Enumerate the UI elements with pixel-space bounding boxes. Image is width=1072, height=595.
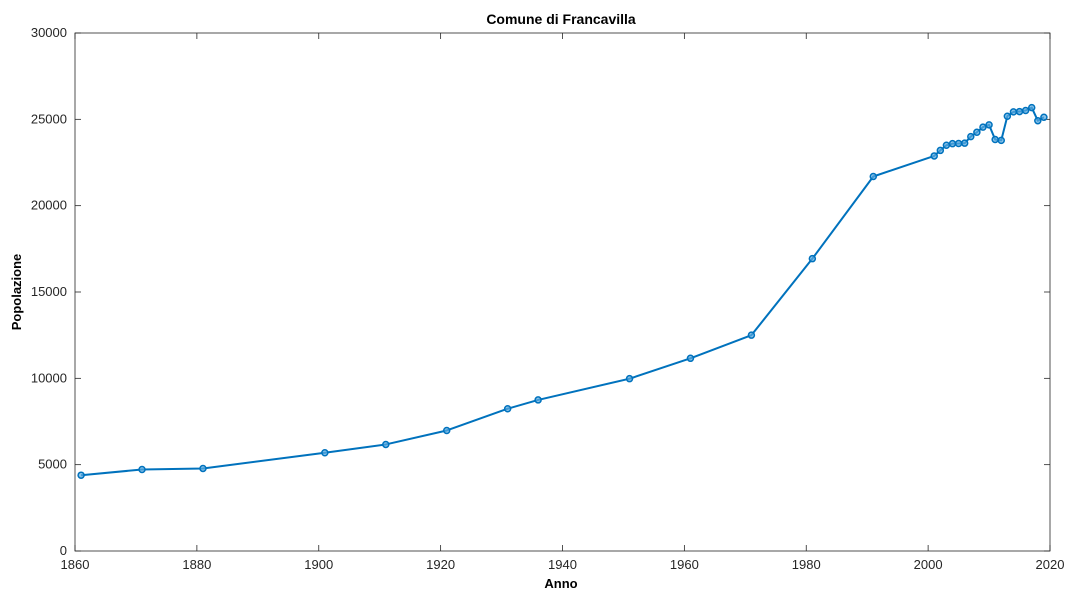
x-tick-label: 1980	[792, 557, 821, 572]
data-point	[954, 139, 963, 148]
data-point	[1003, 112, 1012, 120]
data-point	[997, 136, 1005, 145]
data-point	[930, 152, 938, 160]
y-tick-label: 30000	[31, 25, 67, 40]
data-point	[936, 146, 945, 155]
data-point	[138, 465, 146, 474]
x-tick-label: 1860	[61, 557, 90, 572]
data-point	[960, 139, 969, 147]
data-point	[979, 123, 987, 131]
x-tick-label: 2000	[914, 557, 943, 572]
y-axis-label: Popolazione	[9, 254, 24, 331]
data-point	[503, 404, 512, 413]
data-point	[1021, 106, 1030, 115]
x-tick-label: 2020	[1036, 557, 1065, 572]
y-tick-label: 0	[60, 543, 67, 558]
data-point	[747, 331, 756, 339]
data-point	[1015, 107, 1024, 116]
data-point	[1027, 103, 1036, 112]
y-tick-label: 5000	[38, 457, 67, 472]
data-point	[199, 464, 207, 473]
plot-area: 1860 1880 1900 1920 1940 1960 1980 2000 2020 0 500…	[31, 25, 1065, 572]
data-point	[991, 135, 999, 144]
data-point	[686, 354, 695, 363]
chart-title: Comune di Francavilla	[486, 11, 636, 27]
data-point	[967, 132, 975, 141]
series-line	[80, 106, 1045, 477]
x-tick-label: 1940	[548, 557, 577, 572]
data-point	[382, 440, 390, 449]
y-tick-label: 25000	[31, 111, 67, 126]
data-point	[948, 139, 957, 148]
data-point	[808, 254, 817, 263]
data-point	[1034, 116, 1042, 125]
data-point	[321, 449, 329, 457]
x-tick-label: 1920	[426, 557, 455, 572]
y-tick-label: 20000	[31, 198, 67, 213]
x-axis-label: Anno	[544, 576, 577, 590]
x-tick-label: 1960	[670, 557, 699, 572]
data-point	[985, 121, 993, 129]
data-point	[625, 374, 634, 383]
data-point	[973, 128, 981, 137]
data-point	[942, 141, 951, 149]
data-point	[1009, 108, 1018, 116]
data-point	[1040, 113, 1048, 122]
x-tick-label: 1900	[304, 557, 333, 572]
plot-frame	[74, 32, 1051, 552]
data-point	[77, 471, 85, 479]
x-tick-label: 1880	[182, 557, 211, 572]
y-tick-label: 15000	[31, 284, 67, 299]
data-point	[442, 426, 451, 435]
data-point	[869, 172, 878, 181]
y-tick-label: 10000	[31, 370, 67, 385]
data-point	[534, 396, 542, 404]
